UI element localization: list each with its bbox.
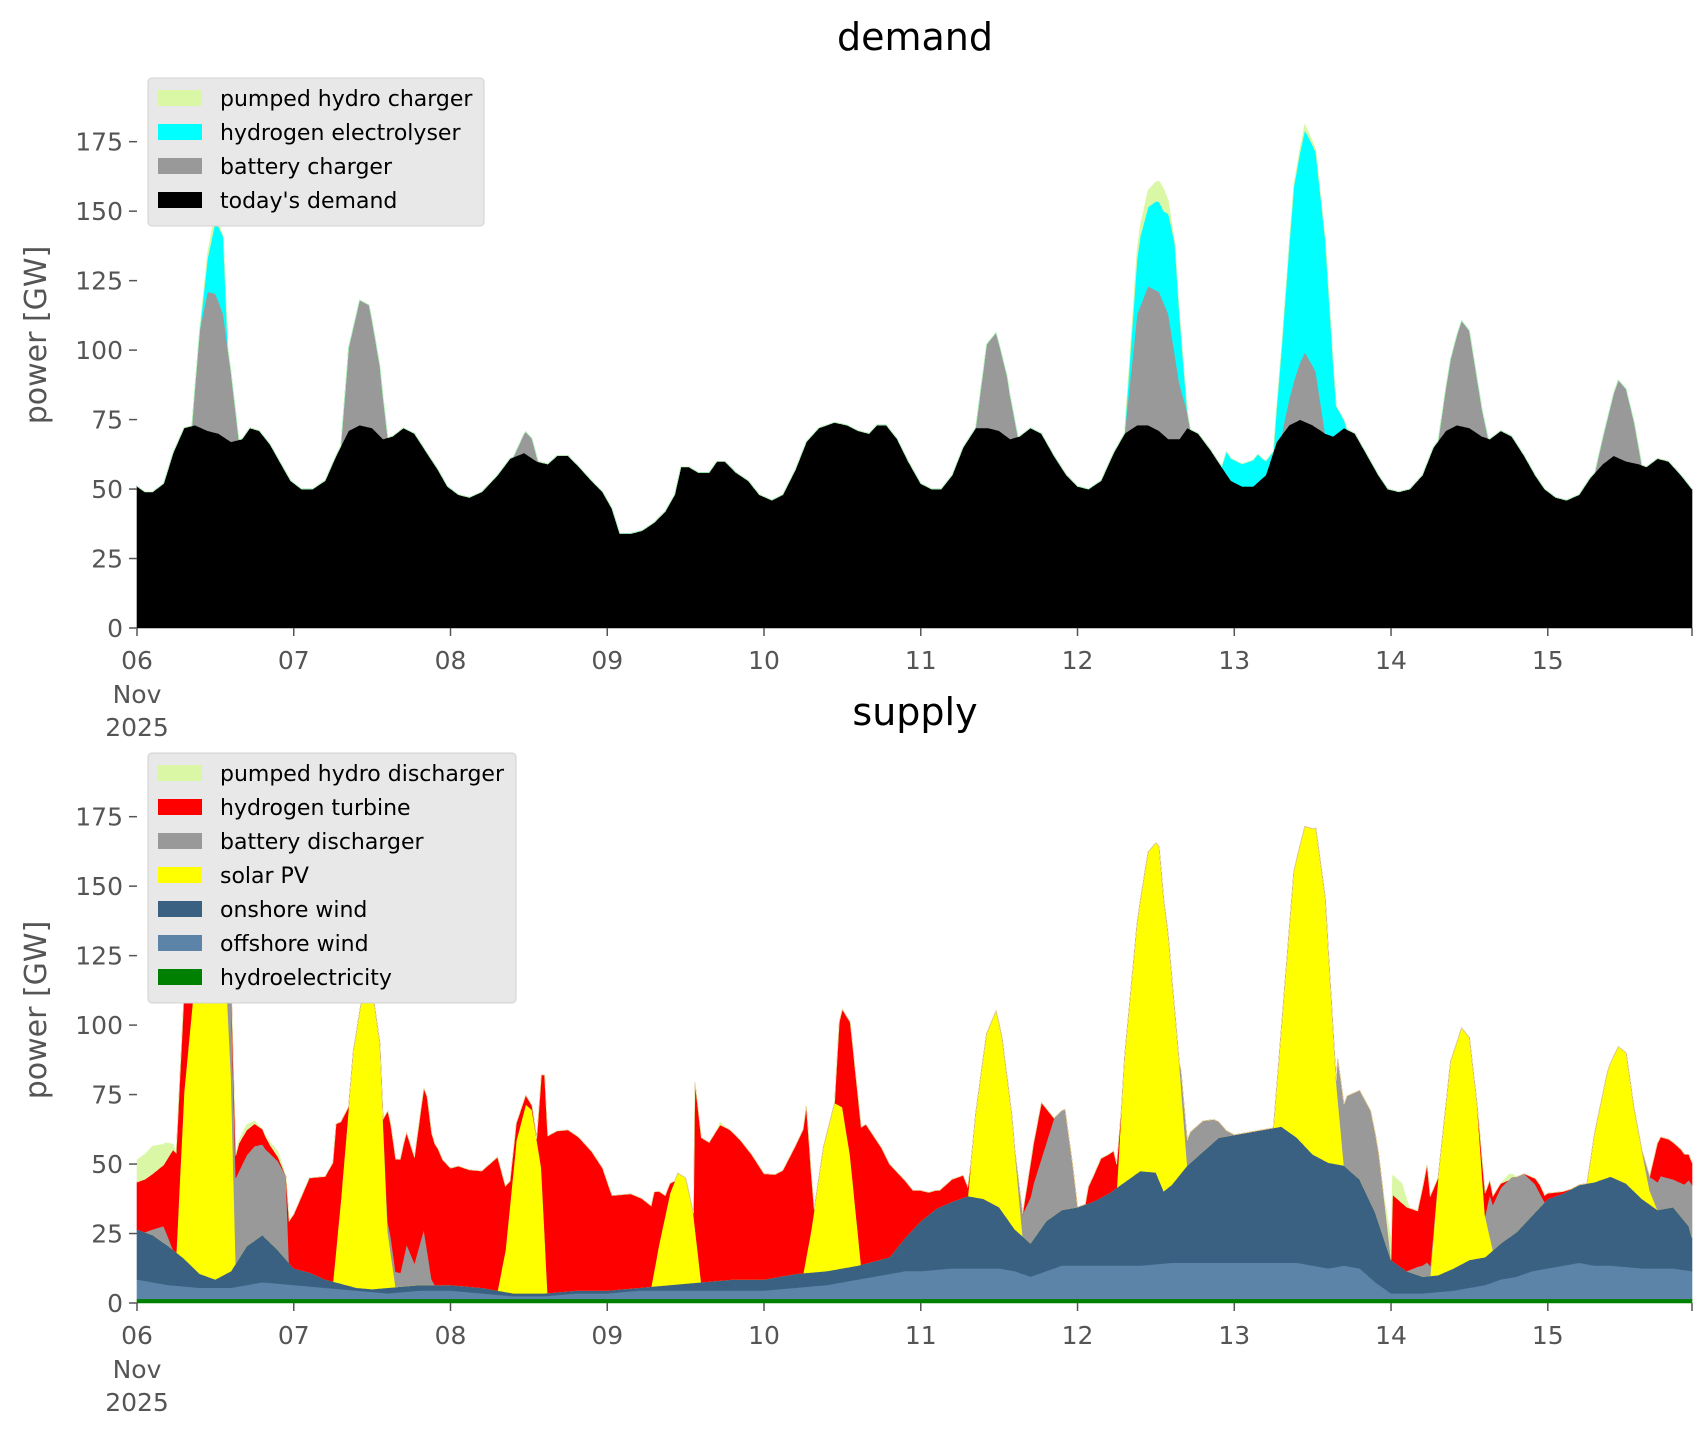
x-tick-label: 09 [591, 646, 623, 675]
legend-swatch-pumped-hydro-discharger [158, 765, 202, 781]
x-tick-label: 12 [1062, 1321, 1094, 1350]
y-tick-label: 100 [75, 336, 123, 365]
x-tick-sublabel: Nov [113, 1355, 162, 1384]
legend-label-battery-charger: battery charger [220, 155, 393, 180]
x-tick-label: 07 [278, 646, 310, 675]
x-tick-label: 08 [435, 1321, 467, 1350]
area-pumped-hydro-charger [136, 123, 1693, 534]
area-hydroelectricity [136, 1298, 1693, 1304]
y-tick-label: 50 [91, 1150, 123, 1179]
y-tick-label: 25 [91, 545, 123, 574]
demand-title: demand [837, 15, 993, 59]
x-tick-label: 06 [121, 646, 153, 675]
legend-swatch-today-s-demand [158, 192, 202, 208]
legend-swatch-offshore-wind [158, 935, 202, 951]
demand-axes: 0 25 50 75 100 125 150 175 06 Nov 2025 07 08 09 10 11 12… [75, 128, 1693, 742]
legend-label-solar-pv: solar PV [220, 864, 309, 889]
y-tick-label: 150 [75, 197, 123, 226]
x-tick-label: 11 [905, 646, 937, 675]
legend-swatch-battery-discharger [158, 833, 202, 849]
y-tick-label: 125 [75, 267, 123, 296]
supply-y-axis-label: power [GW] [19, 921, 54, 1100]
x-tick-label: 14 [1375, 646, 1407, 675]
supply-title: supply [852, 690, 977, 734]
legend-label-pumped-hydro-discharger: pumped hydro discharger [220, 762, 505, 787]
x-tick-sublabel: 2025 [105, 1388, 169, 1417]
x-tick-label: 06 [121, 1321, 153, 1350]
legend-label-onshore-wind: onshore wind [220, 898, 367, 923]
y-tick-label: 75 [91, 1081, 123, 1110]
legend-label-today-s-demand: today's demand [220, 189, 397, 214]
y-tick-label: 25 [91, 1220, 123, 1249]
y-tick-label: 150 [75, 872, 123, 901]
x-tick-label: 09 [591, 1321, 623, 1350]
demand-areas [136, 123, 1693, 629]
x-tick-label: 15 [1532, 646, 1564, 675]
demand-panel: demand power [GW] 0 25 50 75 100 125 150 175 06 N… [19, 15, 1693, 742]
y-tick-label: 75 [91, 406, 123, 435]
y-tick-label: 50 [91, 475, 123, 504]
legend-swatch-hydrogen-electrolyser [158, 124, 202, 140]
legend-label-offshore-wind: offshore wind [220, 932, 369, 957]
y-tick-label: 175 [75, 128, 123, 157]
legend-swatch-hydrogen-turbine [158, 799, 202, 815]
x-tick-sublabel: 2025 [105, 713, 169, 742]
supply-legend: pumped hydro discharger hydrogen turbine b… [147, 752, 517, 1004]
x-tick-label: 12 [1062, 646, 1094, 675]
legend-label-pumped-hydro-charger: pumped hydro charger [220, 87, 473, 112]
y-tick-label: 175 [75, 803, 123, 832]
legend-label-hydrogen-turbine: hydrogen turbine [220, 796, 411, 821]
y-tick-label: 125 [75, 942, 123, 971]
x-tick-label: 15 [1532, 1321, 1564, 1350]
supply-areas [136, 826, 1693, 1304]
legend-label-hydroelectricity: hydroelectricity [220, 966, 392, 991]
legend-label-hydrogen-electrolyser: hydrogen electrolyser [220, 121, 461, 146]
legend-box [147, 77, 485, 227]
x-tick-label: 14 [1375, 1321, 1407, 1350]
legend-swatch-solar-pv [158, 867, 202, 883]
area-pumped-hydro-discharger [136, 826, 1693, 1260]
legend-swatch-onshore-wind [158, 901, 202, 917]
x-tick-label: 13 [1218, 1321, 1250, 1350]
supply-axes: 0 25 50 75 100 125 150 175 06 Nov 2025 07 08 09 10 11 12… [75, 803, 1693, 1417]
x-tick-label: 10 [748, 646, 780, 675]
legend-box [147, 752, 517, 1004]
legend-swatch-pumped-hydro-charger [158, 90, 202, 106]
x-tick-label: 13 [1218, 646, 1250, 675]
legend-label-battery-discharger: battery discharger [220, 830, 425, 855]
legend-swatch-hydroelectricity [158, 969, 202, 985]
x-tick-label: 11 [905, 1321, 937, 1350]
y-tick-label: 0 [107, 1289, 123, 1318]
y-tick-label: 0 [107, 614, 123, 643]
area-today-s-demand [136, 419, 1693, 629]
x-tick-sublabel: Nov [113, 680, 162, 709]
supply-panel: supply power [GW] 0 25 50 75 100 125 150 175 06 N… [19, 690, 1693, 1417]
x-tick-label: 10 [748, 1321, 780, 1350]
demand-legend: pumped hydro charger hydrogen electrolyse… [147, 77, 485, 227]
x-tick-label: 07 [278, 1321, 310, 1350]
x-tick-label: 08 [435, 646, 467, 675]
demand-y-axis-label: power [GW] [19, 246, 54, 425]
y-tick-label: 100 [75, 1011, 123, 1040]
legend-swatch-battery-charger [158, 158, 202, 174]
